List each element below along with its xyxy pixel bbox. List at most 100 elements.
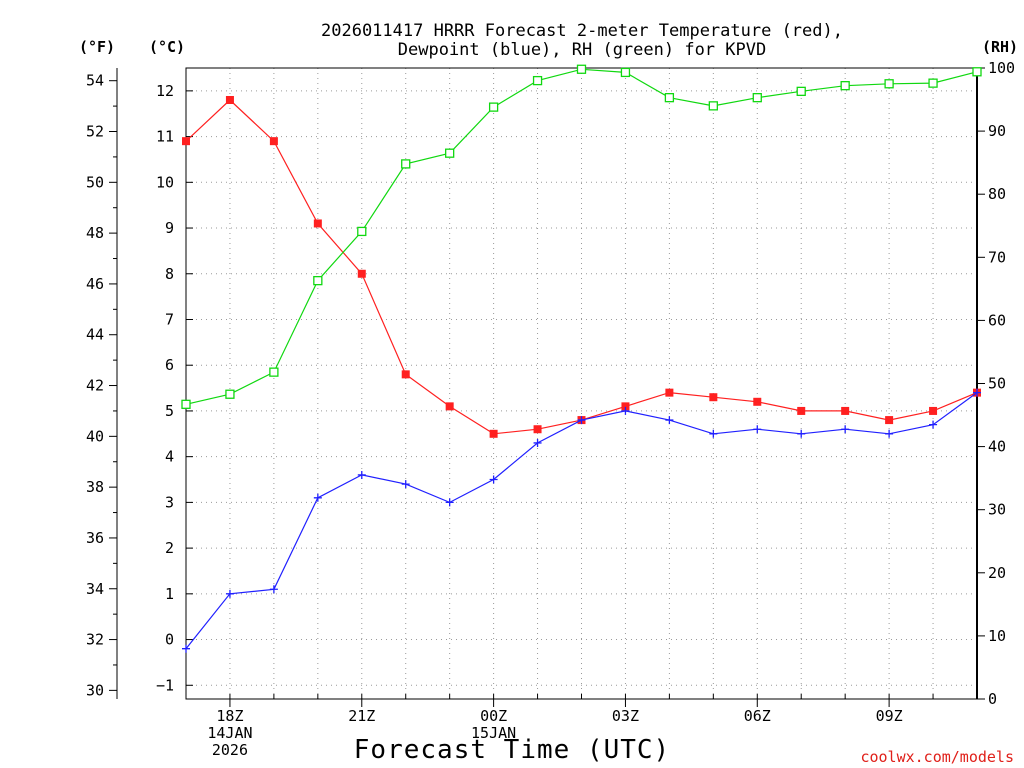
rh-point	[972, 67, 982, 77]
rh-point	[620, 67, 631, 78]
rh-point	[796, 86, 806, 96]
celsius-tick-label: 11	[156, 128, 174, 146]
data-series	[181, 64, 982, 653]
rh-point	[752, 93, 762, 103]
rh-tick-label: 50	[988, 375, 1006, 393]
rh-point	[225, 389, 235, 399]
rh-tick-label: 80	[988, 185, 1006, 203]
rh-point	[708, 101, 718, 111]
dewpoint-point	[313, 493, 322, 502]
rh-point	[181, 399, 191, 409]
rh-point	[357, 226, 367, 237]
temperature-point	[665, 388, 674, 397]
rh-tick-label: 10	[988, 627, 1006, 645]
celsius-tick-label: 9	[165, 219, 174, 237]
rh-point	[401, 159, 411, 169]
fahrenheit-tick-label: 52	[86, 123, 104, 141]
x-tick-label: 06Z	[744, 707, 771, 725]
rh-point	[269, 367, 279, 377]
celsius-tick-label: 4	[165, 448, 174, 466]
x-tick-label: 14JAN	[207, 724, 252, 742]
rh-tick-label: 90	[988, 122, 1006, 140]
temperature-point	[753, 397, 762, 406]
temperature-point	[182, 137, 190, 146]
fahrenheit-tick-label: 46	[86, 275, 104, 293]
dewpoint-point	[621, 406, 630, 415]
x-tick-label: 09Z	[876, 707, 903, 725]
x-tick-label: 2026	[212, 741, 248, 759]
celsius-tick-label: 10	[156, 173, 174, 191]
temperature-point	[797, 406, 806, 415]
temperature-point	[841, 406, 850, 415]
axis-ticks: −101234567891011123032343638404244464850…	[86, 59, 1015, 759]
credit-link[interactable]: coolwx.com/models	[860, 748, 1014, 766]
rh-tick-label: 30	[988, 501, 1006, 519]
fahrenheit-unit-label: (°F)	[79, 38, 115, 56]
celsius-unit-label: (°C)	[149, 38, 185, 56]
rh-tick-label: 100	[988, 59, 1015, 77]
temperature-point	[489, 429, 498, 438]
temperature-point	[357, 269, 366, 278]
rh-point	[532, 75, 543, 86]
temperature-point	[621, 402, 630, 411]
temperature-point	[533, 425, 542, 434]
fahrenheit-tick-label: 32	[86, 631, 104, 649]
rh-point	[576, 64, 587, 74]
dewpoint-series	[182, 388, 981, 653]
dewpoint-point	[357, 470, 366, 479]
temperature-point	[929, 406, 938, 415]
dewpoint-point	[401, 480, 410, 489]
celsius-tick-label: 5	[165, 402, 174, 420]
dewpoint-point	[665, 416, 674, 425]
fahrenheit-tick-label: 50	[86, 173, 104, 191]
fahrenheit-tick-label: 36	[86, 529, 104, 547]
dewpoint-point	[445, 498, 454, 507]
dewpoint-point	[533, 438, 542, 447]
rh-point	[445, 148, 455, 158]
rh-tick-label: 40	[988, 438, 1006, 456]
celsius-tick-label: 12	[156, 82, 174, 100]
grid-lines	[186, 68, 977, 699]
celsius-tick-label: 2	[165, 539, 174, 557]
dewpoint-point	[269, 585, 278, 594]
fahrenheit-tick-label: 40	[86, 427, 104, 445]
fahrenheit-tick-label: 54	[86, 72, 104, 90]
chart-title-line-2: Dewpoint (blue), RH (green) for KPVD	[398, 40, 766, 60]
rh-point	[488, 102, 499, 112]
dewpoint-point	[841, 425, 850, 434]
fahrenheit-tick-label: 38	[86, 478, 104, 496]
celsius-tick-label: 6	[165, 356, 174, 374]
rh-tick-label: 0	[988, 690, 997, 708]
dewpoint-point	[797, 429, 806, 438]
dewpoint-point	[885, 429, 894, 438]
temperature-point	[225, 96, 234, 105]
celsius-tick-label: 3	[165, 493, 174, 511]
rh-line	[185, 68, 978, 405]
dewpoint-point	[973, 388, 981, 397]
rh-tick-label: 70	[988, 248, 1006, 266]
chart-title-line-1: 2026011417 HRRR Forecast 2-meter Tempera…	[321, 21, 843, 41]
x-tick-label: 21Z	[348, 707, 375, 725]
dewpoint-point	[225, 589, 234, 598]
rh-point	[313, 275, 323, 286]
x-tick-label: 18Z	[216, 707, 243, 725]
dewpoint-point	[753, 425, 762, 434]
rh-series	[181, 64, 982, 409]
temperature-point	[445, 402, 454, 411]
celsius-tick-label: 7	[165, 310, 174, 328]
temperature-point	[313, 219, 322, 228]
rh-point	[928, 78, 938, 88]
temperature-point	[401, 370, 410, 379]
x-axis-title: Forecast Time (UTC)	[354, 735, 670, 765]
rh-unit-label: (RH)	[982, 38, 1018, 56]
fahrenheit-tick-label: 30	[86, 681, 104, 699]
temperature-series	[182, 96, 981, 438]
celsius-tick-label: 0	[165, 631, 174, 649]
rh-point	[840, 81, 850, 91]
dewpoint-point	[709, 429, 718, 438]
celsius-tick-label: 8	[165, 265, 174, 283]
dewpoint-point	[929, 420, 938, 429]
dewpoint-point	[577, 416, 586, 425]
dewpoint-point	[489, 475, 498, 484]
